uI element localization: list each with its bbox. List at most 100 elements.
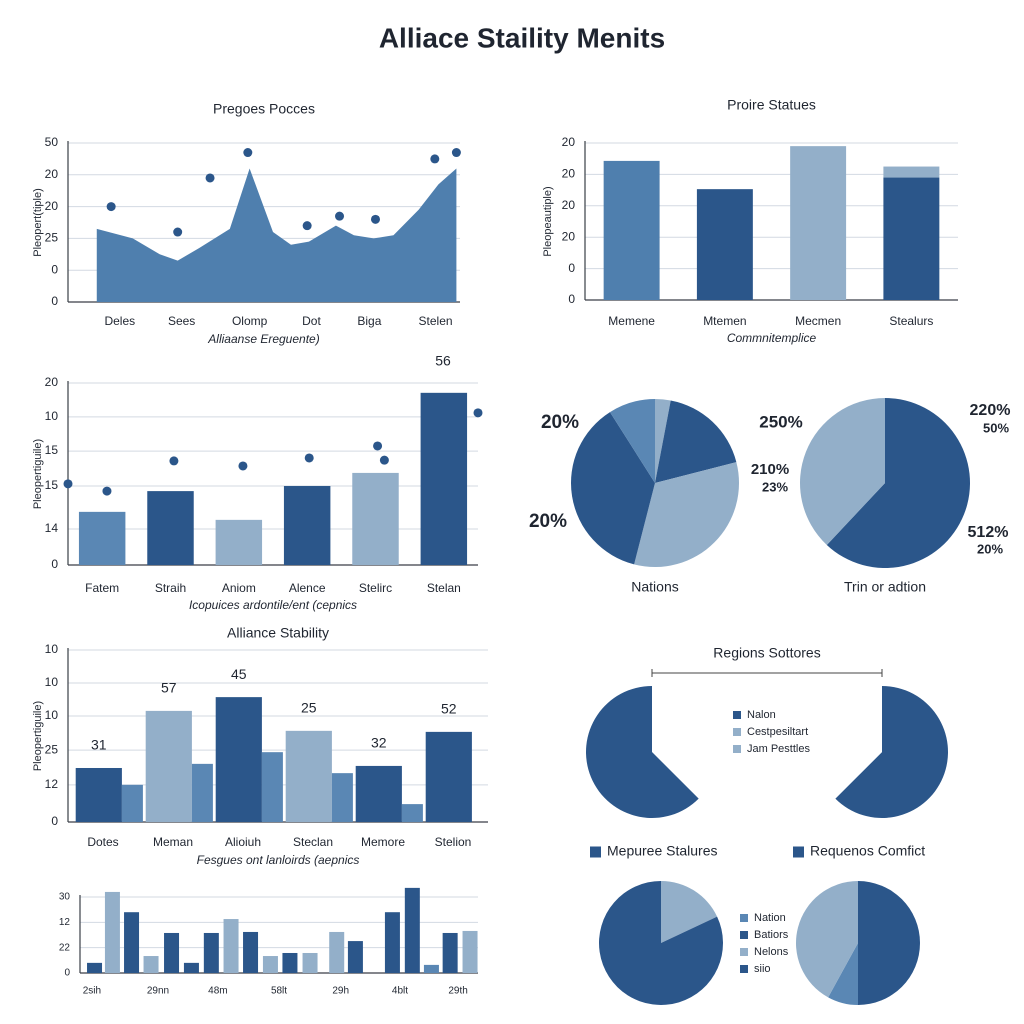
y-tick-label: 25 (45, 231, 59, 245)
y-tick-label: 20 (562, 229, 576, 243)
x-tick-label: Deles (104, 314, 135, 328)
bar (143, 956, 159, 973)
y-tick-label: 15 (45, 443, 59, 457)
x-tick-label: Meman (153, 835, 193, 849)
bar (329, 931, 345, 973)
bar (603, 160, 660, 300)
pie-slice (828, 943, 858, 1005)
legend-swatch (733, 745, 741, 753)
bar (696, 189, 753, 300)
y-tick-label: 20 (562, 135, 576, 149)
legend-swatch (740, 931, 748, 939)
y-tick-label: 10 (45, 642, 59, 656)
x-axis-label: Alliaanse Ereguente) (207, 332, 319, 346)
x-tick-label: Aniom (222, 581, 256, 595)
x-tick-label: Stelen (419, 314, 453, 328)
bar (302, 952, 318, 973)
y-tick-label: 10 (45, 675, 59, 689)
x-tick-label: 4blt (392, 986, 408, 997)
x-tick-label: Fatem (85, 581, 119, 595)
bar-annotation: 32 (371, 735, 387, 751)
bracket (651, 669, 883, 677)
y-tick-label: 20 (45, 199, 59, 213)
annotation: 20% (977, 541, 1003, 556)
bar (183, 962, 199, 973)
line-marker (102, 486, 112, 496)
bar (384, 912, 400, 973)
bar (215, 519, 263, 565)
line-marker (370, 214, 380, 224)
y-tick-label: 0 (51, 262, 58, 276)
line-marker (379, 455, 389, 465)
y-axis-label: Pleopertiguile) (32, 701, 44, 771)
bar (355, 765, 402, 822)
line-marker (173, 227, 183, 237)
legend-label: Nation (754, 912, 786, 924)
bar (790, 146, 847, 300)
bar (420, 392, 468, 565)
bar (352, 472, 399, 565)
bar (423, 964, 439, 973)
line-marker (451, 148, 461, 158)
pie-slice (826, 398, 970, 568)
x-tick-label: Stealurs (889, 314, 933, 328)
line-marker (205, 173, 215, 183)
y-tick-label: 50 (45, 135, 59, 149)
y-axis-label: Pleopeautiple) (542, 186, 554, 256)
pie-slice (634, 462, 739, 567)
annotation: 210% (751, 461, 789, 478)
y-tick-label: 0 (51, 557, 58, 571)
y-tick-label: 20 (45, 167, 59, 181)
bar (78, 511, 126, 565)
legend-swatch (733, 728, 741, 736)
x-tick-label: Straih (155, 581, 186, 595)
pie-slice (858, 881, 920, 1005)
y-tick-label: 12 (45, 777, 59, 791)
pie-slice (609, 399, 655, 483)
x-tick-label: Steclan (293, 835, 333, 849)
y-tick-label: 10 (45, 409, 59, 423)
chart-title: Alliance Stability (227, 625, 329, 641)
x-tick-label: 29h (332, 986, 349, 997)
bar-annotation: 45 (231, 666, 247, 682)
line-marker (243, 148, 253, 158)
legend-swatch (793, 846, 804, 858)
line-marker (304, 453, 314, 463)
pie-slice (652, 686, 719, 799)
annotation: 23% (762, 479, 788, 494)
y-tick-label: 10 (45, 708, 59, 722)
x-tick-label: 48m (208, 986, 227, 997)
bar (285, 730, 332, 822)
x-tick-label: Dotes (87, 835, 118, 849)
x-tick-label: 58lt (271, 986, 287, 997)
x-tick-label: Mtemen (703, 314, 746, 328)
y-tick-label: 14 (45, 521, 59, 535)
annotation: 220% (970, 402, 1011, 419)
legend-label: Mepuree Stalures (607, 843, 718, 859)
x-tick-label: Alioiuh (225, 835, 261, 849)
x-tick-label: 29nn (147, 986, 169, 997)
pie-slice (661, 881, 718, 943)
bar (261, 752, 283, 822)
x-tick-label: Mecmen (795, 314, 841, 328)
page-title: Alliace Staility Menits (379, 22, 665, 53)
legend-label: Nelons (754, 946, 789, 958)
pie-slice (570, 412, 655, 565)
bar (442, 932, 458, 973)
legend-label: Jam Pesttles (747, 743, 810, 755)
y-tick-label: 0 (568, 292, 575, 306)
bar (87, 962, 103, 973)
y-tick-label: 0 (568, 261, 575, 275)
chart-title: Proire Statues (727, 97, 816, 113)
y-tick-label: 0 (51, 294, 58, 308)
bar (331, 773, 353, 822)
x-tick-label: Sees (168, 314, 195, 328)
annotation: 20% (541, 412, 579, 433)
bar (121, 784, 143, 822)
legend-label: Cestpesiltart (747, 726, 808, 738)
line-marker (335, 211, 345, 221)
bar (145, 710, 192, 822)
y-tick-label: 12 (59, 917, 71, 928)
x-tick-label: Alence (289, 581, 326, 595)
y-tick-label: 0 (51, 814, 58, 828)
